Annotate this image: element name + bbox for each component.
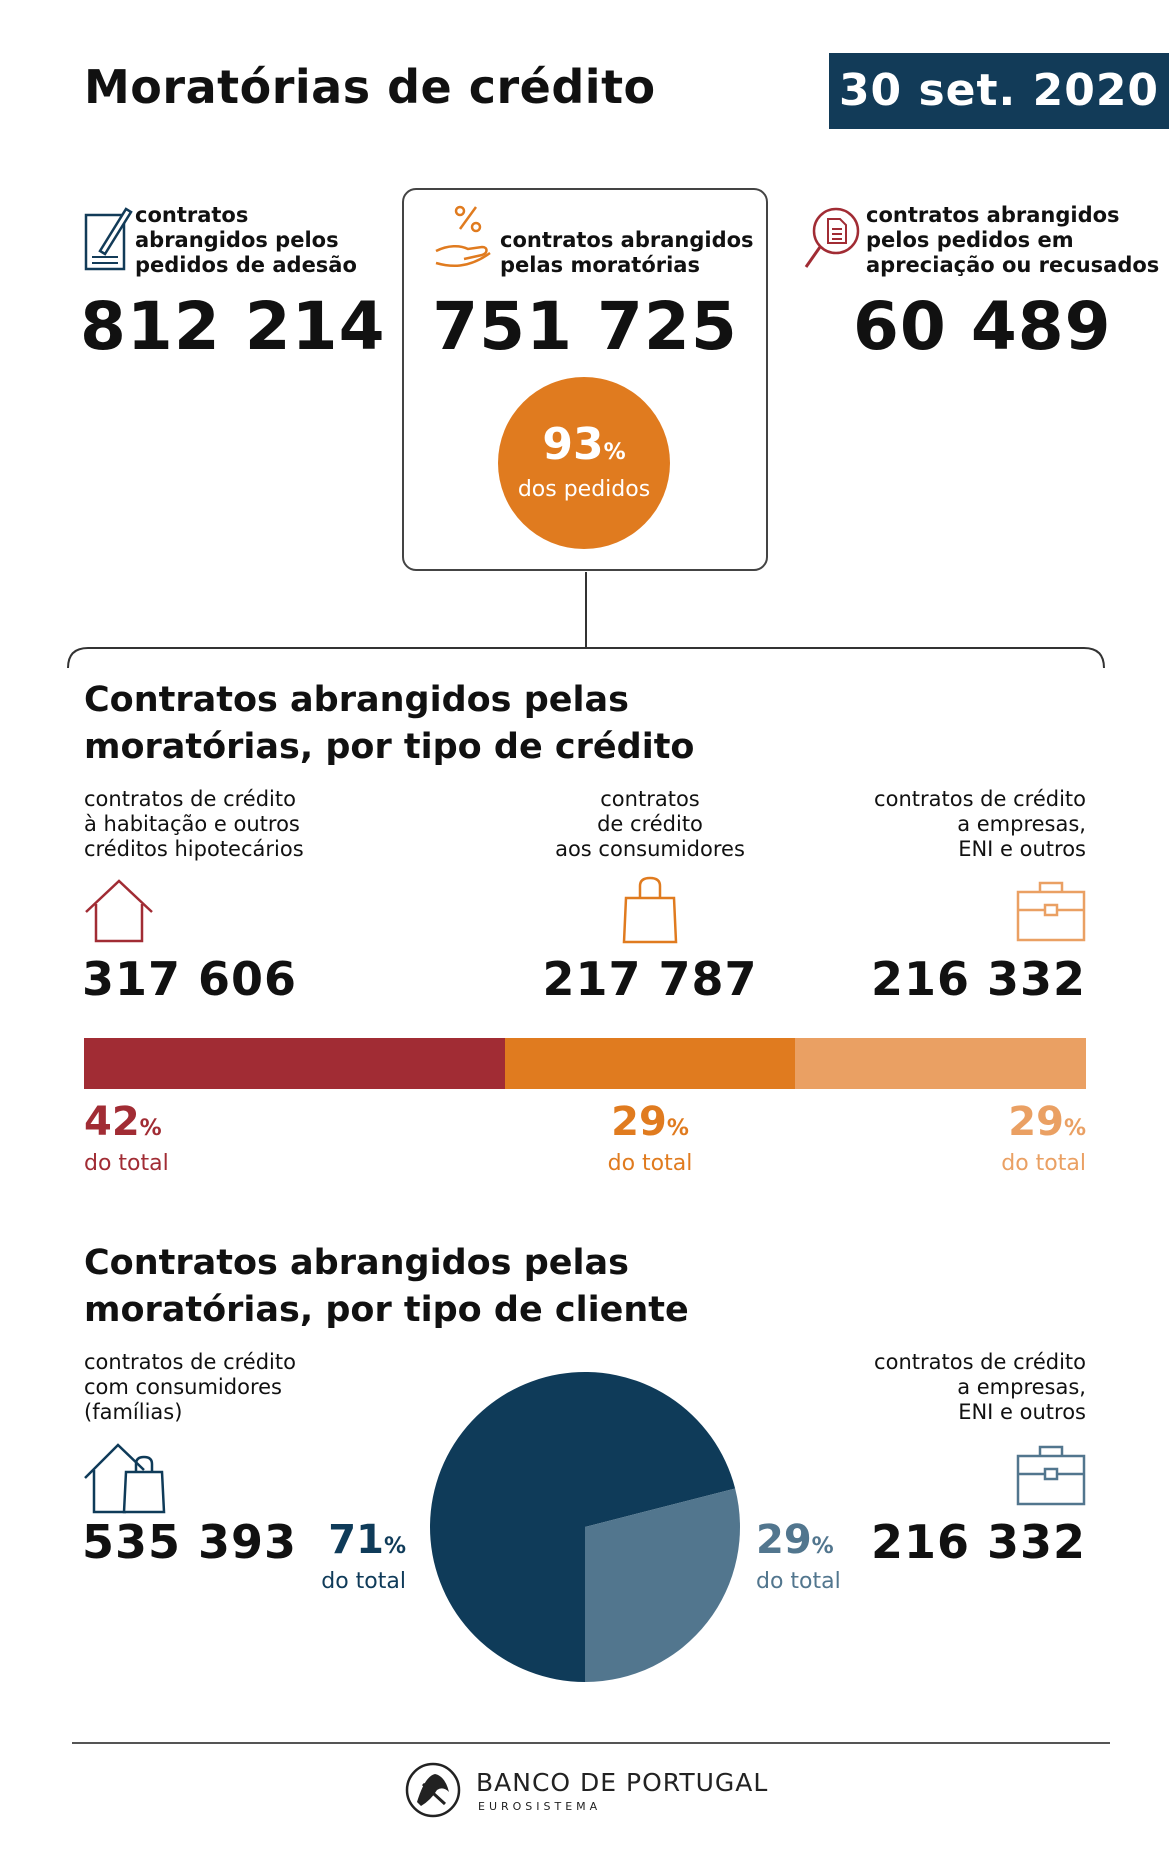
share-label: dos pedidos (517, 477, 651, 502)
share-unit: % (603, 440, 626, 465)
credit-empresas-label: contratos de crédito a empresas, ENI e o… (874, 787, 1086, 861)
stat-moratoria-value: 751 725 (432, 288, 738, 365)
pie-slice-familias (430, 1372, 736, 1682)
credit-empresas-value: 216 332 (870, 952, 1086, 1006)
stat-recusados-value: 60 489 (853, 288, 1112, 365)
bar-label-habitacao: 42 (84, 1099, 140, 1145)
client-familias-share: 71% do total (321, 1517, 406, 1594)
stat-recusados-label: contratos abrangidos pelos pedidos em ap… (866, 203, 1160, 277)
briefcase-icon (1016, 881, 1086, 942)
bar-segment-consumo (504, 1038, 796, 1089)
client-empresas-share: 29% do total (756, 1517, 841, 1594)
house-bag-icon (84, 1443, 166, 1514)
house-icon (85, 879, 153, 943)
credit-habitacao-share: 42% do total (84, 1099, 169, 1176)
briefcase-icon (1016, 1445, 1086, 1506)
pie-label-familias: 71 (328, 1517, 384, 1563)
credit-consumo-value: 217 787 (542, 952, 758, 1006)
moratoria-card (402, 188, 768, 571)
credit-habitacao-label: contratos de crédito à habitação e outro… (84, 787, 304, 861)
credit-habitacao-value: 317 606 (82, 952, 298, 1006)
connector-bracket (67, 572, 1105, 669)
footer-divider (72, 1742, 1110, 1744)
shopping-bag-icon (622, 876, 678, 944)
magnifier-document-icon (804, 207, 860, 268)
footer-brand-name: BANCO DE PORTUGAL (476, 1768, 769, 1797)
section-client-title: Contratos abrangidos pelas moratórias, p… (84, 1243, 689, 1330)
credit-consumo-share: 29% do total (607, 1099, 693, 1176)
share-value: 93 (542, 419, 604, 470)
client-pie-chart (430, 1372, 740, 1682)
hand-percent-icon (435, 205, 491, 268)
footer-brand-subtitle: EUROSISTEMA (478, 1800, 602, 1813)
pie-label-empresas: 29 (756, 1517, 812, 1563)
client-familias-value: 535 393 (82, 1515, 298, 1569)
pie-slice-empresas (585, 1488, 740, 1682)
stat-moratoria-label: contratos abrangidos pelas moratórias (500, 228, 754, 277)
banco-de-portugal-logo-icon (405, 1762, 461, 1818)
bar-segment-empresas (795, 1038, 1086, 1089)
date-badge: 30 set. 2020 (829, 53, 1169, 129)
client-empresas-label: contratos de crédito a empresas, ENI e o… (874, 1350, 1086, 1424)
page-title: Moratórias de crédito (84, 60, 656, 114)
stat-adesao-value: 812 214 (80, 288, 386, 365)
section-credit-title: Contratos abrangidos pelas moratórias, p… (84, 680, 695, 767)
client-familias-label: contratos de crédito com consumidores (f… (84, 1350, 296, 1424)
credit-empresas-share: 29% do total (1001, 1099, 1086, 1176)
bar-label-empresas: 29 (1008, 1099, 1064, 1145)
stat-adesao-label: contratos abrangidos pelos pedidos de ad… (135, 203, 357, 277)
bar-segment-habitacao (84, 1038, 505, 1089)
share-circle: 93% dos pedidos (498, 377, 670, 549)
client-empresas-value: 216 332 (870, 1515, 1086, 1569)
bar-label-consumo: 29 (611, 1099, 667, 1145)
document-pen-icon (84, 207, 133, 271)
credit-consumo-label: contratos de crédito aos consumidores (555, 787, 745, 861)
